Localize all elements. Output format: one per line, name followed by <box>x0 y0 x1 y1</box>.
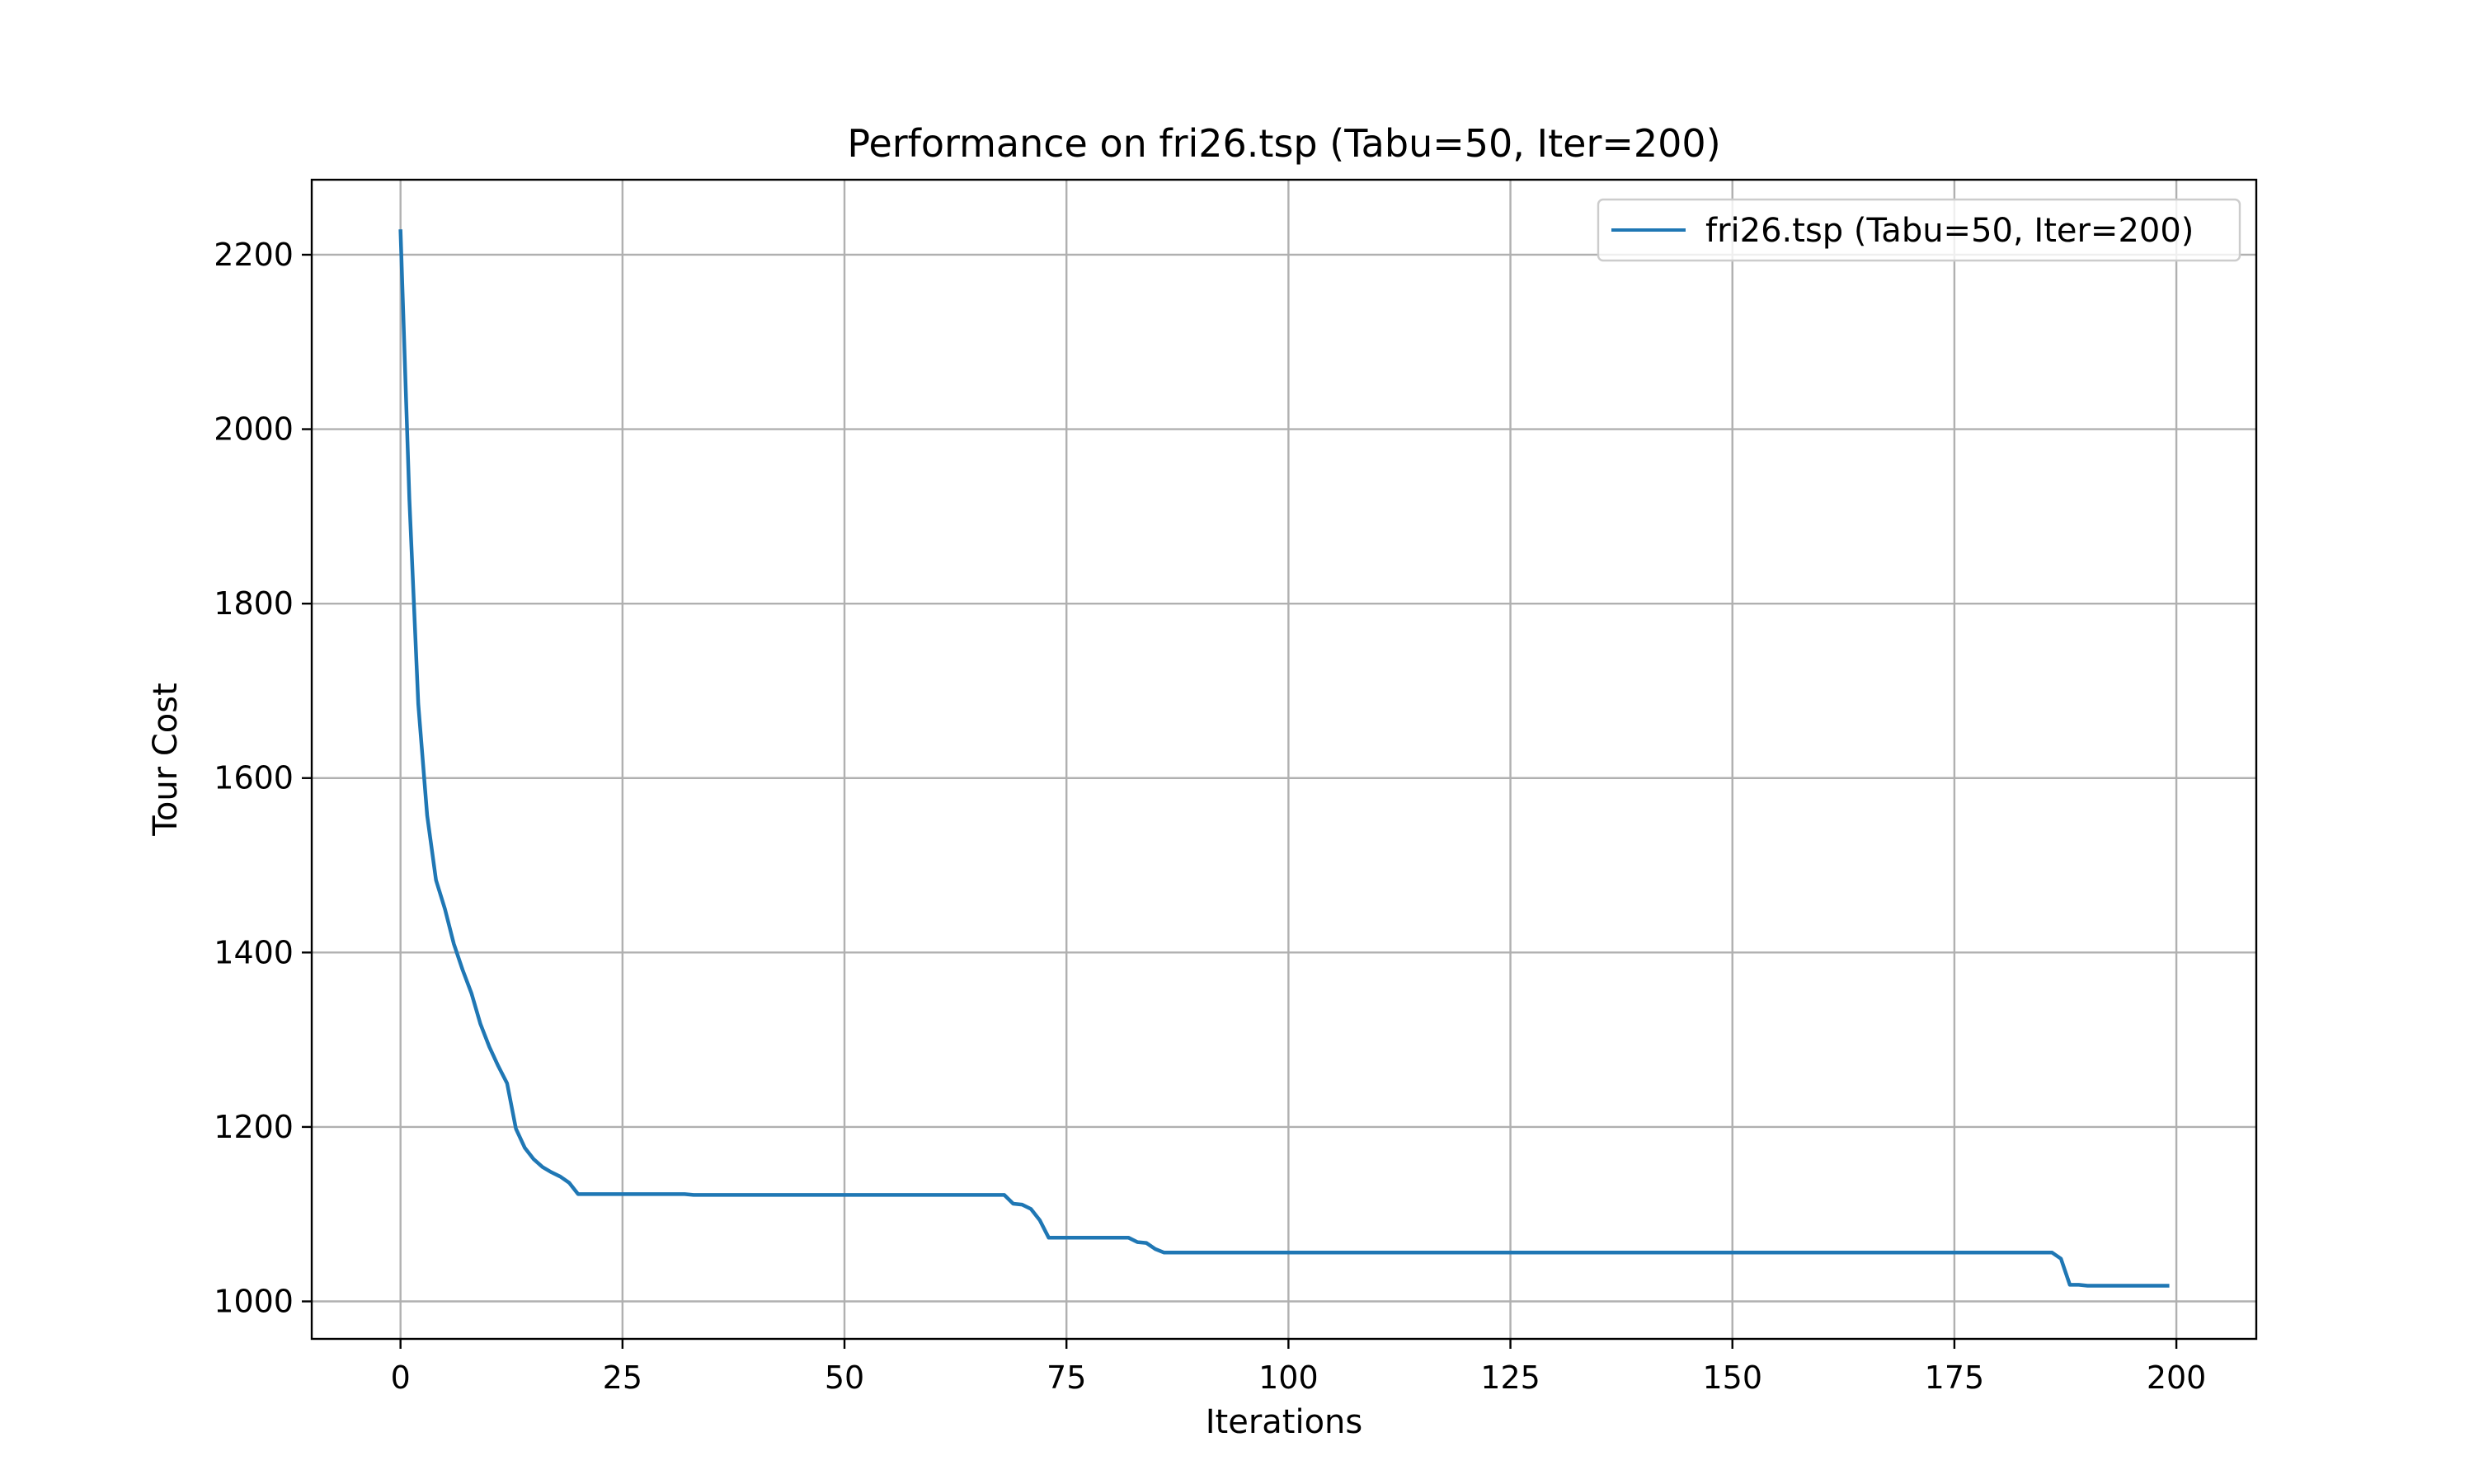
x-tick-label: 150 <box>1702 1360 1762 1396</box>
x-tick-label: 25 <box>603 1360 642 1396</box>
x-axis-ticks: 0 25 50 75 100 125 150 175 200 <box>391 1339 2207 1396</box>
grid <box>312 180 2256 1339</box>
legend-label: fri26.tsp (Tabu=50, Iter=200) <box>1705 212 2194 250</box>
y-tick-label: 1600 <box>214 760 294 796</box>
x-tick-label: 75 <box>1047 1360 1086 1396</box>
legend-box <box>1597 198 2241 262</box>
y-tick-label: 2000 <box>214 411 294 448</box>
y-axis-label: Tour Cost <box>147 683 185 837</box>
chart-title: Performance on fri26.tsp (Tabu=50, Iter=… <box>847 121 1720 166</box>
x-tick-label: 125 <box>1480 1360 1540 1396</box>
series-layer <box>398 229 2170 1288</box>
legend: fri26.tsp (Tabu=50, Iter=200) <box>1597 198 2241 262</box>
x-tick-label: 200 <box>2147 1360 2207 1396</box>
x-tick-label: 0 <box>391 1360 411 1396</box>
x-axis-label: Iterations <box>1206 1403 1363 1441</box>
x-tick-label: 175 <box>1925 1360 1985 1396</box>
x-tick-label: 100 <box>1258 1360 1319 1396</box>
y-tick-label: 2200 <box>214 237 294 273</box>
plot-frame <box>310 178 2258 1341</box>
y-tick-label: 1200 <box>214 1109 294 1145</box>
series-line <box>398 229 2170 1288</box>
y-tick-label: 1800 <box>214 585 294 622</box>
y-tick-label: 1000 <box>214 1284 294 1320</box>
x-tick-label: 50 <box>825 1360 864 1396</box>
y-tick-label: 1400 <box>214 934 294 970</box>
y-axis-ticks: 1000 1200 1400 1600 1800 2000 2200 <box>214 237 312 1320</box>
